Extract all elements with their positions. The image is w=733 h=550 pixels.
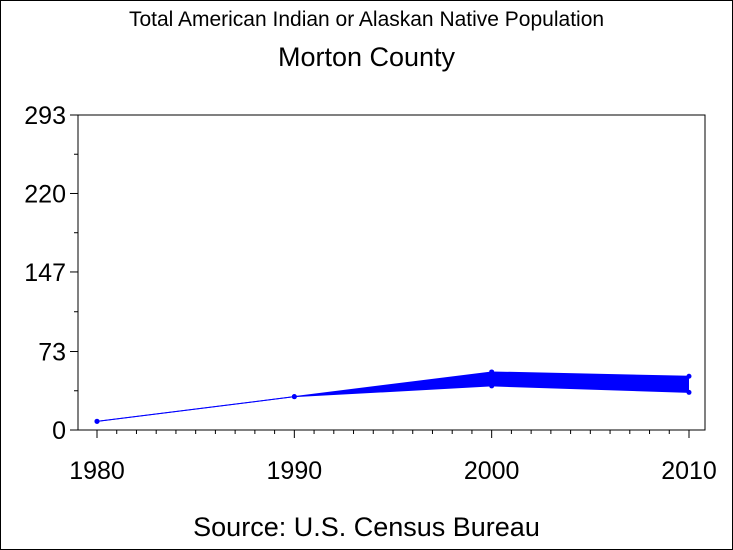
chart-source: Source: U.S. Census Bureau <box>193 512 540 542</box>
y-tick-label: 147 <box>24 259 66 287</box>
data-point <box>489 369 495 375</box>
data-point <box>686 373 692 379</box>
chart-title: Total American Indian or Alaskan Native … <box>128 8 605 31</box>
y-tick-label: 0 <box>52 417 66 445</box>
data-point <box>686 389 692 395</box>
x-tick-label: 2000 <box>464 457 520 485</box>
plot-area <box>77 114 706 431</box>
series-line-2 <box>96 385 690 422</box>
x-tick-label: 1990 <box>267 457 323 485</box>
y-tick-label: 73 <box>38 339 66 367</box>
data-point <box>489 383 495 389</box>
y-tick-label: 293 <box>24 102 66 130</box>
data-point <box>94 418 100 424</box>
x-tick-label: 1980 <box>69 457 125 485</box>
chart-subtitle: Morton County <box>277 42 456 72</box>
x-tick-label: 2010 <box>661 457 717 485</box>
y-tick-label: 220 <box>24 180 66 208</box>
data-point <box>291 394 297 400</box>
series-band <box>97 371 689 422</box>
